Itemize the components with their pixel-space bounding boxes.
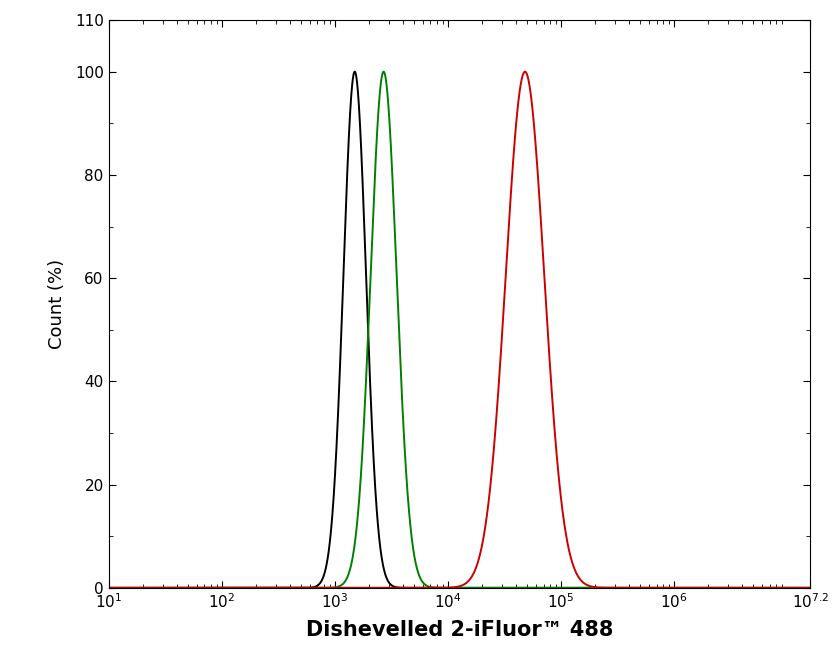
- X-axis label: Dishevelled 2-iFluor™ 488: Dishevelled 2-iFluor™ 488: [306, 620, 613, 640]
- Y-axis label: Count (%): Count (%): [48, 259, 67, 349]
